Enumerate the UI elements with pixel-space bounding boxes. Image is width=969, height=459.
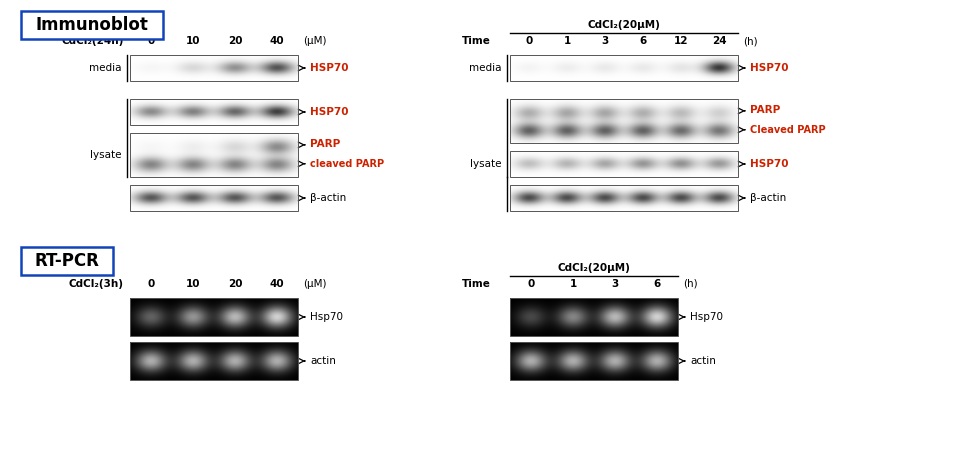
Text: CdCl₂(3h): CdCl₂(3h) — [69, 279, 124, 289]
Text: β-actin: β-actin — [310, 193, 346, 203]
Text: Hsp70: Hsp70 — [310, 312, 343, 322]
Text: 20: 20 — [228, 36, 242, 46]
Text: 1: 1 — [563, 36, 571, 46]
Text: 0: 0 — [147, 279, 155, 289]
Text: RT-PCR: RT-PCR — [35, 252, 100, 270]
Text: CdCl₂(20μM): CdCl₂(20μM) — [587, 20, 661, 30]
Bar — [130, 298, 298, 336]
Text: HSP70: HSP70 — [750, 159, 789, 169]
Text: lysate: lysate — [471, 159, 502, 169]
Text: HSP70: HSP70 — [750, 63, 789, 73]
Text: media: media — [89, 63, 122, 73]
Text: actin: actin — [310, 356, 336, 366]
Text: 0: 0 — [147, 36, 155, 46]
Bar — [130, 55, 298, 81]
Text: Immunoblot: Immunoblot — [36, 16, 148, 34]
Text: CdCl₂(20μM): CdCl₂(20μM) — [557, 263, 631, 273]
Text: 3: 3 — [602, 36, 609, 46]
Text: 40: 40 — [269, 36, 284, 46]
Text: 40: 40 — [269, 279, 284, 289]
Text: 1: 1 — [570, 279, 577, 289]
Text: β-actin: β-actin — [750, 193, 786, 203]
Bar — [130, 185, 298, 211]
Bar — [510, 342, 678, 380]
Text: 0: 0 — [525, 36, 533, 46]
Bar — [130, 133, 298, 177]
Bar — [510, 55, 738, 81]
Text: Time: Time — [462, 36, 491, 46]
Text: 6: 6 — [640, 36, 646, 46]
Text: (μM): (μM) — [303, 279, 327, 289]
Bar — [510, 298, 678, 336]
Text: 10: 10 — [186, 279, 201, 289]
Text: (μM): (μM) — [303, 36, 327, 46]
Text: Hsp70: Hsp70 — [690, 312, 723, 322]
Text: cleaved PARP: cleaved PARP — [310, 159, 384, 169]
Text: 6: 6 — [653, 279, 661, 289]
FancyBboxPatch shape — [21, 247, 113, 275]
Text: 10: 10 — [186, 36, 201, 46]
Bar — [510, 99, 738, 143]
Text: CdCl₂(24h): CdCl₂(24h) — [62, 36, 124, 46]
Bar — [510, 151, 738, 177]
Text: PARP: PARP — [750, 105, 780, 115]
Bar — [130, 342, 298, 380]
Text: media: media — [470, 63, 502, 73]
Bar — [130, 99, 298, 125]
Text: (h): (h) — [743, 36, 758, 46]
Text: 0: 0 — [527, 279, 535, 289]
Bar — [510, 185, 738, 211]
Text: actin: actin — [690, 356, 716, 366]
Text: HSP70: HSP70 — [310, 107, 349, 117]
Text: 12: 12 — [673, 36, 688, 46]
Text: PARP: PARP — [310, 139, 340, 149]
Text: lysate: lysate — [90, 150, 122, 160]
Text: Cleaved PARP: Cleaved PARP — [750, 125, 826, 135]
Text: (h): (h) — [683, 279, 698, 289]
Text: Time: Time — [462, 279, 491, 289]
Text: HSP70: HSP70 — [310, 63, 349, 73]
FancyBboxPatch shape — [21, 11, 163, 39]
Text: 20: 20 — [228, 279, 242, 289]
Text: 24: 24 — [711, 36, 727, 46]
Text: 3: 3 — [611, 279, 618, 289]
